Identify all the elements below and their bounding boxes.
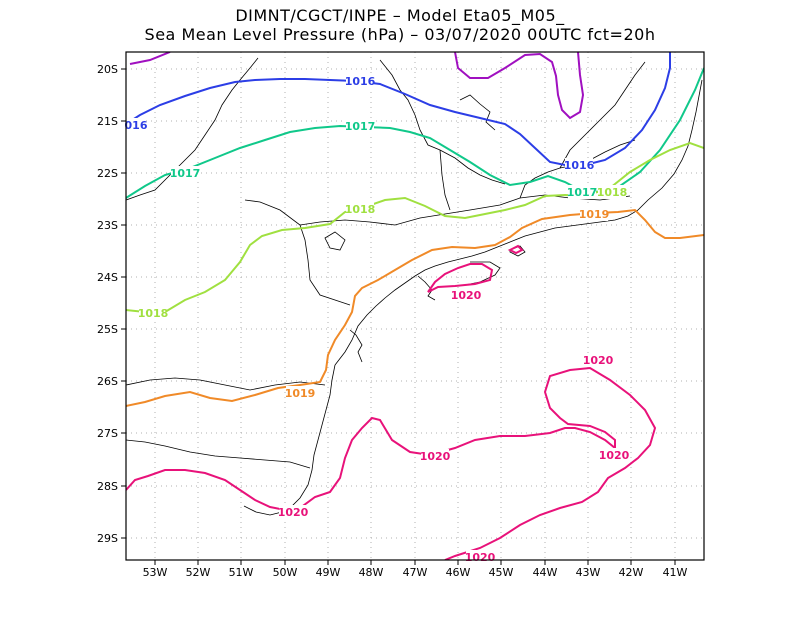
grid [126,52,704,560]
x-tick-label: 44W [533,566,558,579]
label-1016-c: 1016 [564,159,595,172]
plot-frame [125,51,705,561]
label-1019-b: 1019 [285,387,316,400]
y-tick-label: 20S [97,63,118,76]
label-1018-b: 1018 [138,307,169,320]
y-tick-label: 22S [97,167,118,180]
label-1018-c: 1018 [597,186,628,199]
contour-1016 [126,52,671,166]
contour-purple [129,52,585,120]
x-tick-label: 42W [619,566,644,579]
label-1018-a: 1018 [345,203,376,216]
y-tick-label: 25S [97,323,118,336]
label-1020-c: 1020 [420,450,451,463]
y-tick-label: 21S [97,115,118,128]
y-tick-label: 29S [97,532,118,545]
x-tick-label: 46W [446,566,471,579]
x-tick-label: 43W [576,566,601,579]
label-1020-a: 1020 [451,289,482,302]
y-tick-label: 26S [97,375,118,388]
label-1020-e: 1020 [278,506,309,519]
label-1019-a: 1019 [579,208,610,221]
label-1017-c: 1017 [567,186,598,199]
chart-subtitle: Sea Mean Level Pressure (hPa) – 03/07/20… [144,25,656,44]
chart-title: DIMNT/CGCT/INPE – Model Eta05_M05_ [235,6,565,25]
x-tick-label: 49W [316,566,341,579]
label-1016-b: 016 [125,119,148,132]
x-tick-label: 50W [273,566,298,579]
x-tick-label: 47W [403,566,428,579]
label-1020-d: 1020 [599,449,630,462]
y-tick-label: 27S [97,427,118,440]
x-tick-label: 52W [186,566,211,579]
label-1017-a: 1017 [345,120,376,133]
label-1017-b: 1017 [170,167,201,180]
x-tick-label: 48W [359,566,384,579]
x-tick-label: 41W [663,566,688,579]
y-tick-label: 24S [97,271,118,284]
x-tick-label: 51W [229,566,254,579]
y-tick-labels: 20S 21S 22S 23S 24S 25S 26S 27S 28S 29S [97,63,118,545]
contour-1019 [126,208,704,407]
contour-1017 [126,67,704,199]
tick-marks [121,68,676,565]
label-1020-b: 1020 [583,354,614,367]
x-tick-labels: 53W 52W 51W 50W 49W 48W 47W 46W 45W 44W … [143,566,688,579]
label-1016-a: 1016 [345,75,376,88]
y-tick-label: 23S [97,219,118,232]
y-tick-label: 28S [97,480,118,493]
contour-labels: 1016 016 1016 1017 1017 1017 1018 1018 1… [125,74,630,564]
label-1020-f: 1020 [465,551,496,564]
x-tick-label: 45W [489,566,514,579]
x-tick-label: 53W [143,566,168,579]
